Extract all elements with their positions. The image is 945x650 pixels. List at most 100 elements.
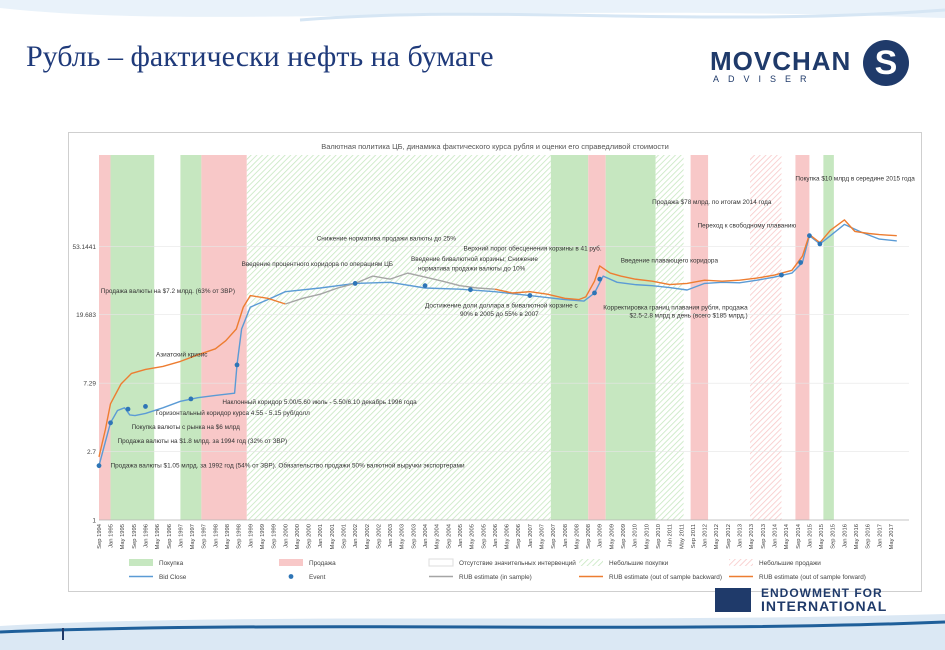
x-tick-label: May 1997 bbox=[190, 524, 196, 549]
x-tick-label: Jan 2011 bbox=[668, 524, 674, 547]
x-tick-label: Sep 2005 bbox=[481, 524, 487, 549]
chart-title: Валютная политика ЦБ, динамика фактическ… bbox=[321, 142, 669, 151]
legend-label: Небольшие продажи bbox=[759, 559, 821, 567]
event-marker bbox=[779, 272, 784, 278]
x-tick-label: May 2012 bbox=[714, 524, 720, 549]
slide-title: Рубль – фактически нефть на бумаге bbox=[26, 40, 494, 73]
x-tick-label: Jan 2001 bbox=[318, 524, 324, 548]
x-tick-label: May 2003 bbox=[400, 524, 406, 549]
legend-swatch bbox=[129, 559, 153, 566]
y-tick-label: 7.29 bbox=[83, 381, 96, 388]
x-tick-label: Jan 2012 bbox=[703, 524, 709, 548]
band-sell bbox=[201, 155, 247, 520]
x-tick-label: May 1996 bbox=[155, 524, 161, 549]
annotation-label: Введение бивалютной корзины; Снижение bbox=[411, 255, 538, 263]
x-tick-label: May 1999 bbox=[260, 524, 266, 549]
event-marker bbox=[108, 420, 113, 426]
ruble-chart: Валютная политика ЦБ, динамика фактическ… bbox=[73, 142, 916, 581]
x-tick-label: Jan 2008 bbox=[563, 524, 569, 548]
x-tick-label: Sep 1994 bbox=[97, 523, 103, 549]
x-tick-label: Sep 2004 bbox=[446, 523, 452, 549]
top-wave-decoration bbox=[0, 0, 945, 22]
event-marker bbox=[592, 290, 597, 296]
event-marker bbox=[422, 283, 428, 289]
annotation-label: Корректировка границ плавания рубля, про… bbox=[603, 303, 748, 311]
series-line-rub-estimate-out-of-sample-backward- bbox=[98, 294, 286, 458]
annotation-label: Горизонтальный коридор курса 4.55 - 5.15… bbox=[156, 409, 310, 417]
event-marker bbox=[527, 293, 533, 298]
annotation-label: Продажа $78 млрд. по итогам 2014 года bbox=[652, 199, 772, 206]
bottom-wave-decoration bbox=[0, 614, 945, 650]
legend-label: RUB estimate (in sample) bbox=[459, 574, 532, 581]
x-tick-label: May 2000 bbox=[295, 524, 301, 549]
x-tick-label: Jan 2007 bbox=[528, 524, 534, 548]
series-line-rub-estimate-out-of-sample-forward- bbox=[494, 219, 897, 301]
annotation-label: Достижение доли доллара в бивалютной кор… bbox=[425, 302, 578, 310]
x-tick-label: Jan 2014 bbox=[772, 523, 778, 548]
x-tick-label: May 2008 bbox=[574, 524, 580, 549]
legend-label: RUB estimate (out of sample forward) bbox=[759, 574, 866, 581]
legend-label: Продажа bbox=[309, 560, 336, 567]
band-small_buy bbox=[246, 155, 551, 520]
x-tick-label: Sep 2010 bbox=[656, 524, 662, 549]
legend-swatch bbox=[729, 559, 753, 566]
annotation-label: Наклонный коридор 5.00/5.60 июль - 5.50/… bbox=[222, 398, 417, 406]
x-tick-label: Sep 2009 bbox=[621, 524, 627, 549]
x-tick-label: Sep 1996 bbox=[167, 524, 173, 549]
x-tick-label: Jan 2003 bbox=[388, 524, 394, 548]
x-tick-label: Sep 1997 bbox=[202, 524, 208, 549]
x-tick-label: May 2015 bbox=[819, 524, 825, 549]
x-tick-label: Sep 1995 bbox=[132, 524, 138, 549]
band-small_buy bbox=[655, 155, 684, 520]
legend-label: Bid Close bbox=[159, 574, 187, 581]
event-marker bbox=[125, 406, 131, 412]
annotation-label: Снижение норматива продажи валюты до 25% bbox=[317, 235, 457, 242]
x-tick-label: Sep 2011 bbox=[691, 524, 697, 548]
logo-mark: S bbox=[863, 40, 909, 86]
annotation-label: Продажа валюты на $7.2 млрд. (63% от ЗВР… bbox=[101, 288, 235, 295]
x-tick-label: Sep 2016 bbox=[866, 524, 872, 549]
x-tick-label: Jan 2000 bbox=[283, 524, 289, 548]
x-tick-label: Sep 2014 bbox=[796, 523, 802, 549]
band-buy bbox=[110, 155, 155, 520]
logo-subtitle: ADVISER bbox=[713, 74, 816, 84]
event-marker bbox=[817, 241, 823, 247]
x-tick-label: Jan 2005 bbox=[458, 524, 464, 548]
legend-swatch bbox=[288, 574, 294, 579]
event-marker bbox=[188, 396, 194, 402]
band-sell bbox=[690, 155, 709, 520]
y-gridlines bbox=[99, 246, 909, 521]
band-small_sell bbox=[750, 155, 782, 520]
x-tick-label: Sep 2013 bbox=[761, 524, 767, 549]
event-marker bbox=[143, 404, 148, 409]
x-tick-label: May 2011 bbox=[679, 524, 685, 549]
x-tick-label: Sep 2001 bbox=[342, 524, 348, 549]
event-marker bbox=[468, 287, 473, 293]
x-tick-label: Jan 2015 bbox=[807, 524, 813, 548]
x-tick-label: Jan 1998 bbox=[213, 524, 219, 548]
x-tick-label: Jan 2004 bbox=[423, 523, 429, 548]
legend-label: Event bbox=[309, 574, 326, 581]
x-tick-label: May 2005 bbox=[470, 524, 476, 549]
legend-label: Отсутствие значительных интервенций bbox=[459, 559, 576, 567]
x-tick-label: May 2010 bbox=[644, 524, 650, 549]
x-tick-label: Sep 2008 bbox=[586, 524, 592, 549]
band-sell bbox=[99, 155, 111, 520]
x-tick-label: Jan 1999 bbox=[248, 524, 254, 548]
event-marker bbox=[352, 281, 358, 286]
x-tick-label: Jan 2002 bbox=[353, 524, 359, 548]
x-tick-label: May 2016 bbox=[854, 524, 860, 549]
annotation-label: Переход к свободному плаванию bbox=[698, 221, 797, 229]
x-tick-label: Jan 2013 bbox=[738, 524, 744, 548]
x-tick-label: May 2013 bbox=[749, 524, 755, 549]
annotation-label: норматива продажи валюты до 10% bbox=[418, 265, 526, 272]
ceip-line-1: ENDOWMENT FOR bbox=[761, 586, 883, 600]
legend-label: Небольшие покупки bbox=[609, 559, 669, 567]
band-sell bbox=[795, 155, 810, 520]
series-line-rub-estimate-in-sample- bbox=[285, 272, 495, 305]
x-tick-label: Jan 2009 bbox=[598, 524, 604, 548]
x-tick-label: Jan 2010 bbox=[633, 524, 639, 548]
movchan-logo: MOVCHAN ADVISER S bbox=[705, 38, 920, 90]
annotation-label: Азиатский кризис bbox=[156, 351, 208, 359]
x-tick-label: May 2014 bbox=[784, 523, 790, 549]
